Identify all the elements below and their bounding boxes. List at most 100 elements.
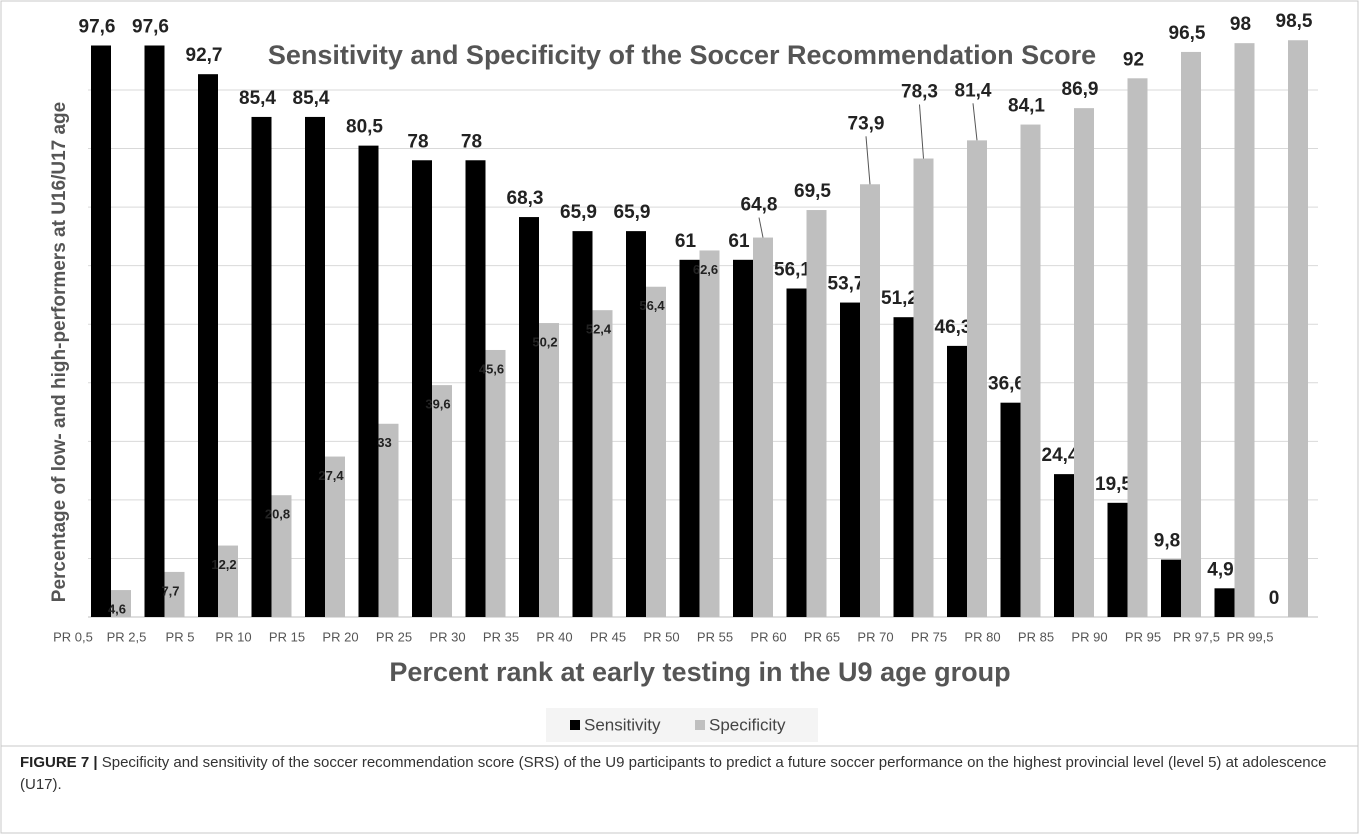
x-tick-label: PR 5 — [166, 629, 195, 644]
x-tick-label: PR 40 — [536, 629, 572, 644]
data-label: 64,8 — [741, 195, 778, 216]
bar — [806, 210, 827, 618]
bar — [378, 423, 399, 617]
data-label: 0 — [1269, 588, 1280, 609]
data-label: 39,6 — [425, 397, 450, 412]
x-tick-label: PR 2,5 — [107, 629, 147, 644]
caption-text: Specificity and sensitivity of the socce… — [20, 754, 1327, 793]
legend-label: Specificity — [709, 715, 786, 734]
data-label: 61 — [728, 231, 750, 252]
data-label: 97,6 — [132, 17, 169, 38]
data-label: 97,6 — [79, 17, 116, 38]
bar — [893, 317, 914, 617]
bar — [753, 237, 773, 617]
bar — [1127, 78, 1148, 618]
bar — [519, 217, 539, 617]
leader-line — [865, 136, 871, 185]
data-label: 53,7 — [828, 274, 865, 295]
bar — [325, 456, 345, 617]
data-label: 85,4 — [239, 88, 276, 109]
bar — [967, 140, 987, 617]
data-label: 20,8 — [265, 507, 290, 522]
bar — [305, 116, 325, 618]
data-label: 78 — [407, 131, 428, 152]
bar — [1161, 559, 1181, 617]
bar — [1288, 40, 1308, 617]
data-label: 81,4 — [955, 80, 992, 101]
bar — [786, 288, 807, 617]
data-label: 19,5 — [1095, 474, 1132, 495]
bar — [412, 160, 432, 617]
bar — [1074, 108, 1094, 617]
bar — [1234, 43, 1255, 617]
data-label: 45,6 — [479, 361, 504, 376]
data-label: 9,8 — [1154, 531, 1180, 552]
bar — [947, 345, 967, 617]
x-tick-label: PR 60 — [750, 629, 786, 644]
bar — [572, 231, 593, 617]
data-label: 73,9 — [848, 113, 885, 134]
bar — [626, 231, 646, 617]
data-label: 33 — [377, 435, 391, 450]
x-tick-label: PR 25 — [376, 629, 412, 644]
bar — [1054, 474, 1074, 617]
x-tick-label: PR 10 — [215, 629, 251, 644]
bar — [144, 45, 165, 617]
data-label: 51,2 — [881, 288, 918, 309]
data-label: 61 — [675, 231, 697, 252]
data-label: 65,9 — [614, 202, 651, 223]
data-label: 12,2 — [211, 557, 236, 572]
data-label: 4,9 — [1207, 559, 1233, 580]
chart-title: Sensitivity and Specificity of the Socce… — [268, 40, 1096, 70]
data-label: 56,1 — [774, 260, 811, 281]
data-label: 50,2 — [532, 334, 557, 349]
x-tick-label: PR 65 — [804, 629, 840, 644]
bar — [91, 45, 111, 617]
data-label: 46,3 — [935, 317, 972, 338]
data-label: 69,5 — [794, 181, 831, 202]
x-tick-label: PR 80 — [964, 629, 1000, 644]
x-tick-label: PR 0,5 — [53, 629, 93, 644]
data-label: 98,5 — [1276, 11, 1313, 32]
bar — [733, 259, 753, 617]
data-label: 78,3 — [901, 82, 938, 103]
bar — [646, 286, 666, 617]
data-label: 36,6 — [988, 374, 1025, 395]
data-label: 62,6 — [693, 262, 718, 277]
x-tick-label: PR 97,5 — [1173, 629, 1220, 644]
x-tick-label: PR 95 — [1125, 629, 1161, 644]
data-label: 24,4 — [1042, 445, 1079, 466]
bar — [218, 545, 238, 617]
bar — [699, 250, 720, 618]
y-axis-title: Percentage of low- and high-performers a… — [49, 102, 70, 602]
bar — [1000, 402, 1021, 617]
x-tick-label: PR 35 — [483, 629, 519, 644]
bar — [913, 158, 934, 617]
bar — [1020, 124, 1041, 617]
data-label: 80,5 — [346, 117, 383, 138]
data-label: 56,4 — [639, 298, 665, 313]
data-label: 7,7 — [161, 583, 179, 598]
legend-box — [546, 708, 818, 742]
x-tick-label: PR 55 — [697, 629, 733, 644]
caption: FIGURE 7 | Specificity and sensitivity o… — [20, 752, 1330, 796]
bar — [1181, 51, 1201, 617]
x-tick-label: PR 30 — [429, 629, 465, 644]
data-label: 52,4 — [586, 322, 612, 337]
x-tick-label: PR 85 — [1018, 629, 1054, 644]
x-tick-label: PR 50 — [643, 629, 679, 644]
bar — [432, 385, 452, 617]
data-label: 92,7 — [186, 45, 223, 66]
data-label: 86,9 — [1062, 79, 1099, 100]
bar — [485, 349, 506, 617]
bar — [840, 302, 860, 617]
data-label: 4,6 — [108, 602, 126, 617]
legend-swatch — [695, 720, 705, 730]
data-label: 78 — [461, 131, 482, 152]
bar — [251, 116, 272, 618]
x-tick-label: PR 90 — [1071, 629, 1107, 644]
leader-line — [919, 104, 924, 159]
data-label: 68,3 — [507, 188, 544, 209]
